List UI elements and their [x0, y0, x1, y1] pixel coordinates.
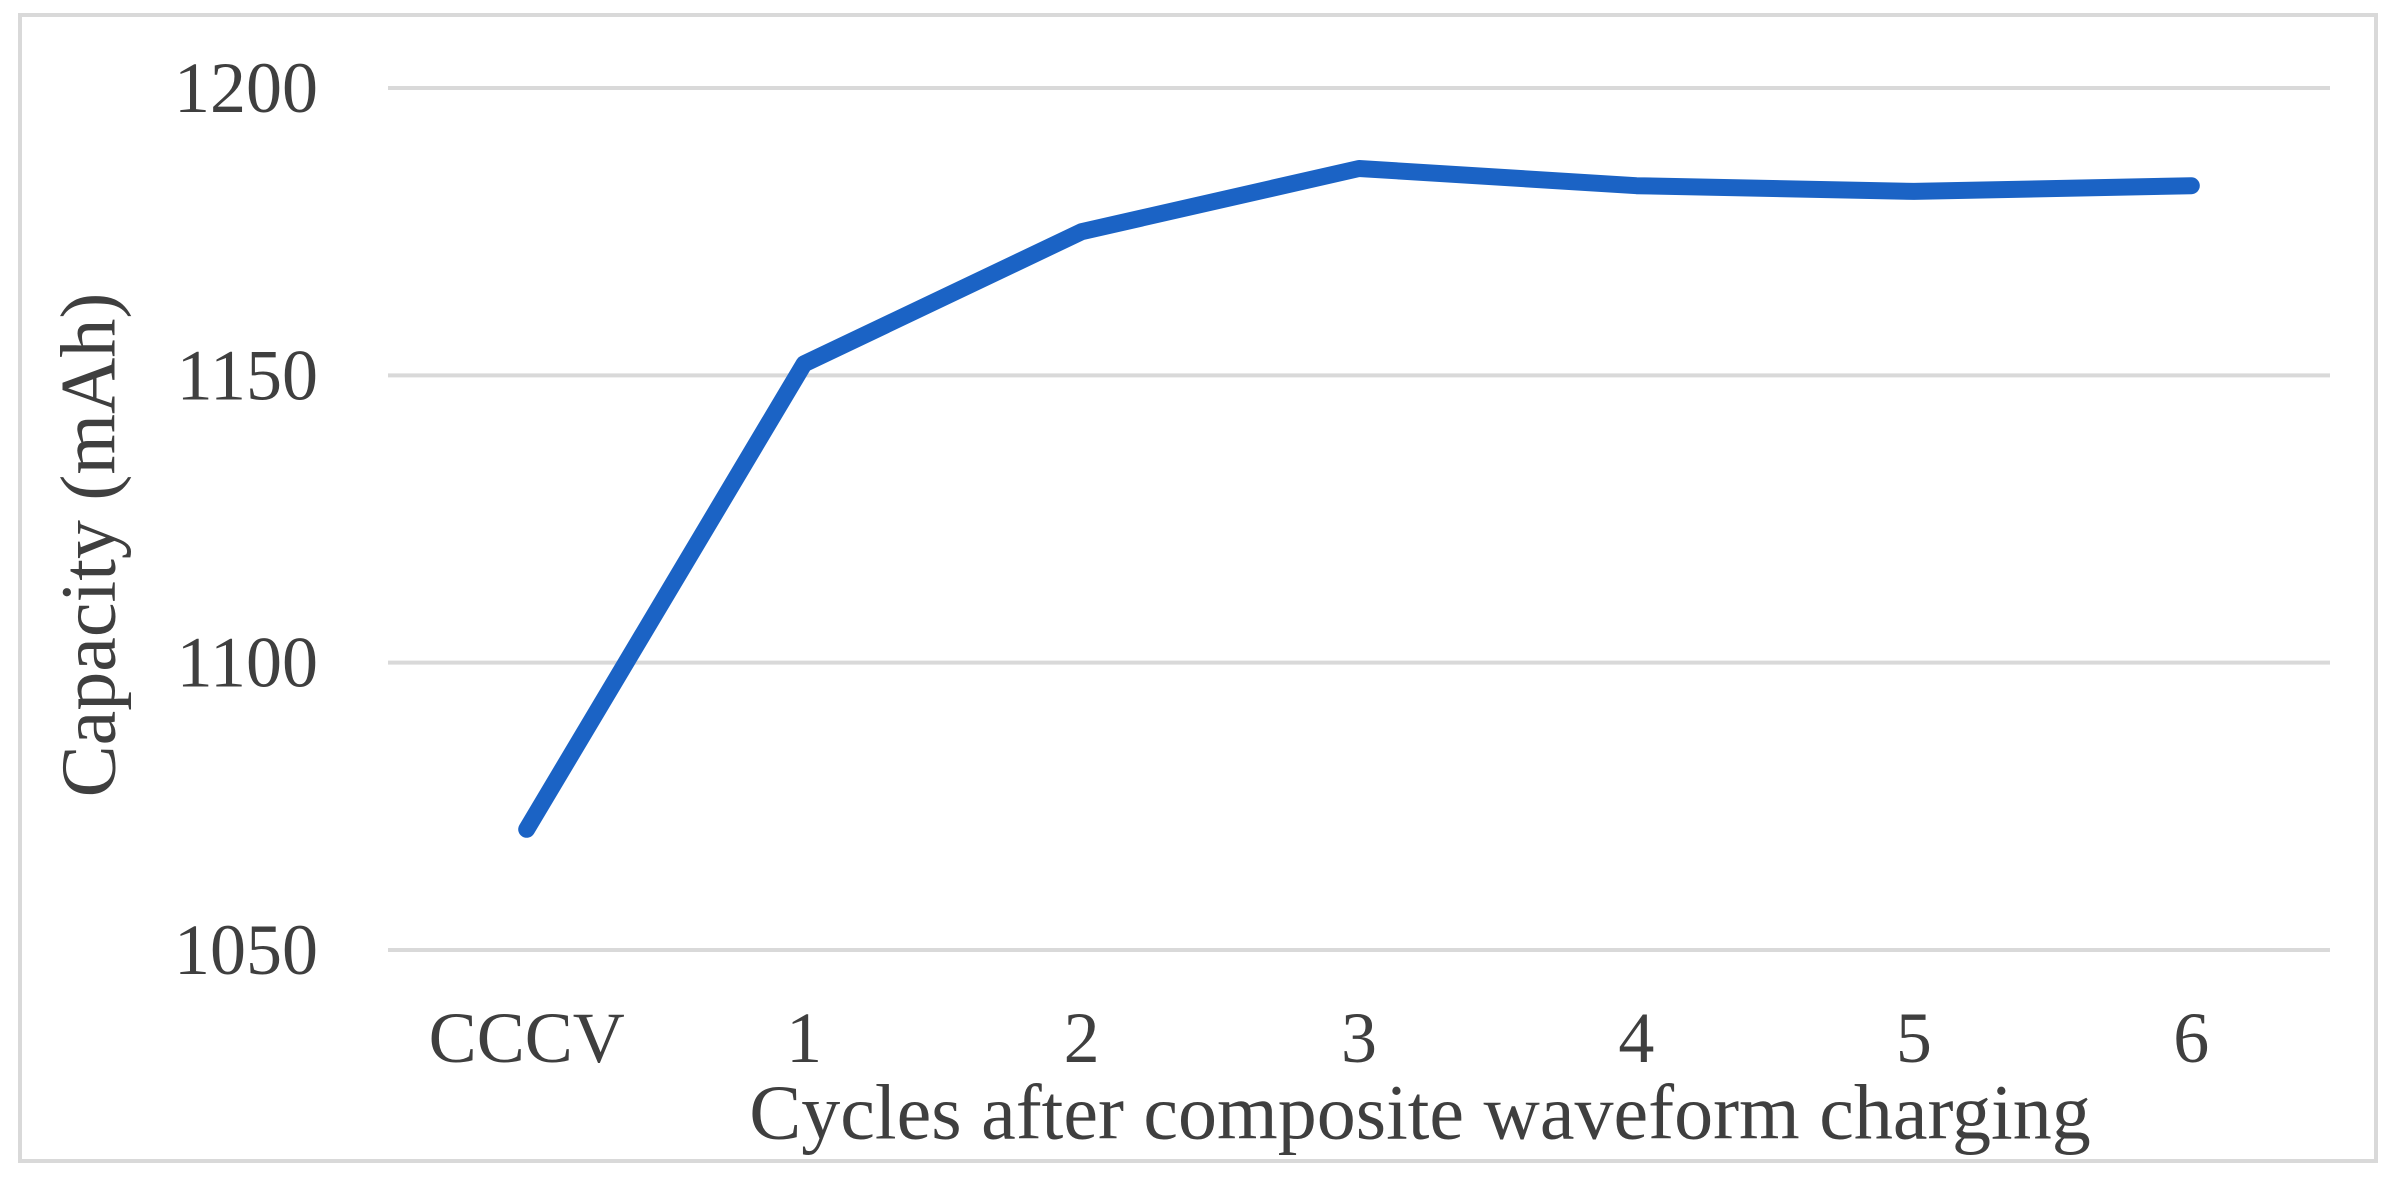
x-tick-label: 1 [786, 998, 822, 1078]
y-tick-label: 1100 [177, 623, 318, 703]
gridlines [388, 86, 2330, 952]
chart-frame-border [18, 13, 2378, 1163]
y-axis-title: Capacity (mAh) [45, 293, 132, 798]
y-axis-tick-labels: 1050 1100 1150 1200 [174, 48, 318, 990]
capacity-series [518, 160, 2200, 838]
y-tick-label: 1200 [174, 48, 318, 128]
capacity-line [518, 160, 2200, 838]
y-tick-label: 1050 [174, 910, 318, 990]
x-tick-label: 4 [1618, 998, 1654, 1078]
x-tick-label: 2 [1064, 998, 1100, 1078]
y-tick-label: 1150 [177, 335, 318, 415]
x-axis-tick-labels: CCCV 1 2 3 4 5 6 [429, 998, 2210, 1078]
x-tick-label: CCCV [429, 998, 625, 1078]
x-tick-label: 5 [1896, 998, 1932, 1078]
x-tick-label: 3 [1341, 998, 1377, 1078]
x-axis-title: Cycles after composite waveform charging [749, 1069, 2090, 1156]
x-tick-label: 6 [2173, 998, 2209, 1078]
